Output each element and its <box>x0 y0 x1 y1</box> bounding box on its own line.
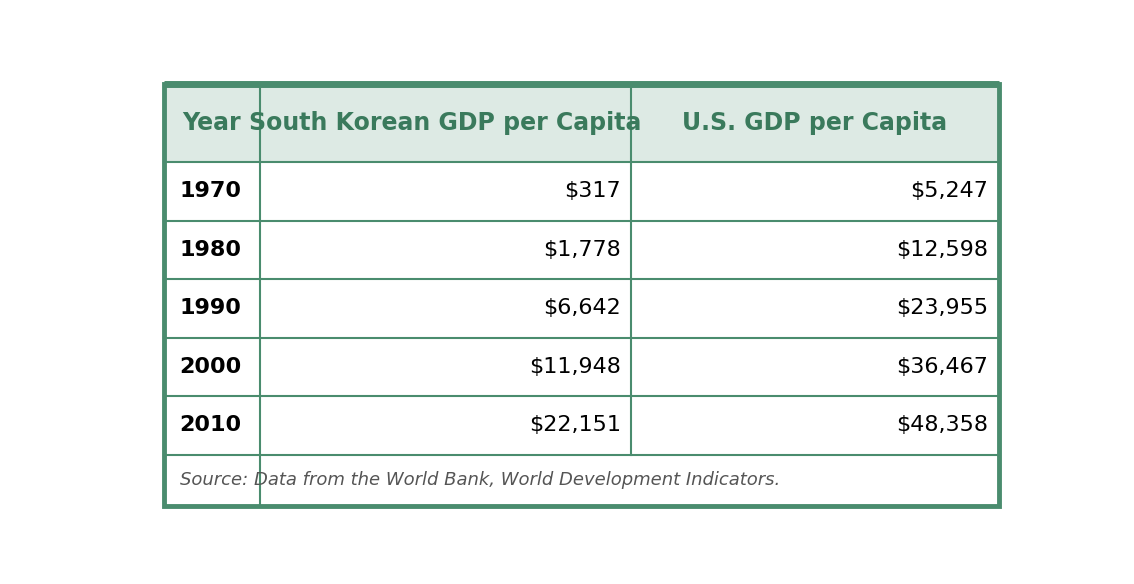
Text: 1970: 1970 <box>179 182 242 201</box>
Text: $22,151: $22,151 <box>528 415 620 435</box>
Text: 2000: 2000 <box>179 357 242 377</box>
Text: $48,358: $48,358 <box>896 415 988 435</box>
Text: U.S. GDP per Capita: U.S. GDP per Capita <box>683 111 948 135</box>
Bar <box>163 454 999 506</box>
Bar <box>163 162 999 221</box>
Text: $23,955: $23,955 <box>896 298 988 318</box>
Text: $6,642: $6,642 <box>543 298 620 318</box>
Text: $36,467: $36,467 <box>896 357 988 377</box>
Text: $12,598: $12,598 <box>896 240 988 260</box>
Text: $5,247: $5,247 <box>911 182 988 201</box>
Bar <box>163 221 999 279</box>
Text: 1990: 1990 <box>179 298 242 318</box>
Text: Source: Data from the World Bank, World Development Indicators.: Source: Data from the World Bank, World … <box>179 471 780 489</box>
Text: $11,948: $11,948 <box>528 357 620 377</box>
Text: $317: $317 <box>564 182 620 201</box>
Text: 2010: 2010 <box>179 415 242 435</box>
Text: Year: Year <box>183 111 242 135</box>
Bar <box>163 396 999 454</box>
Bar <box>163 338 999 396</box>
Text: $1,778: $1,778 <box>543 240 620 260</box>
Bar <box>163 279 999 338</box>
Bar <box>163 84 999 162</box>
Text: South Korean GDP per Capita: South Korean GDP per Capita <box>249 111 642 135</box>
Text: 1980: 1980 <box>179 240 242 260</box>
